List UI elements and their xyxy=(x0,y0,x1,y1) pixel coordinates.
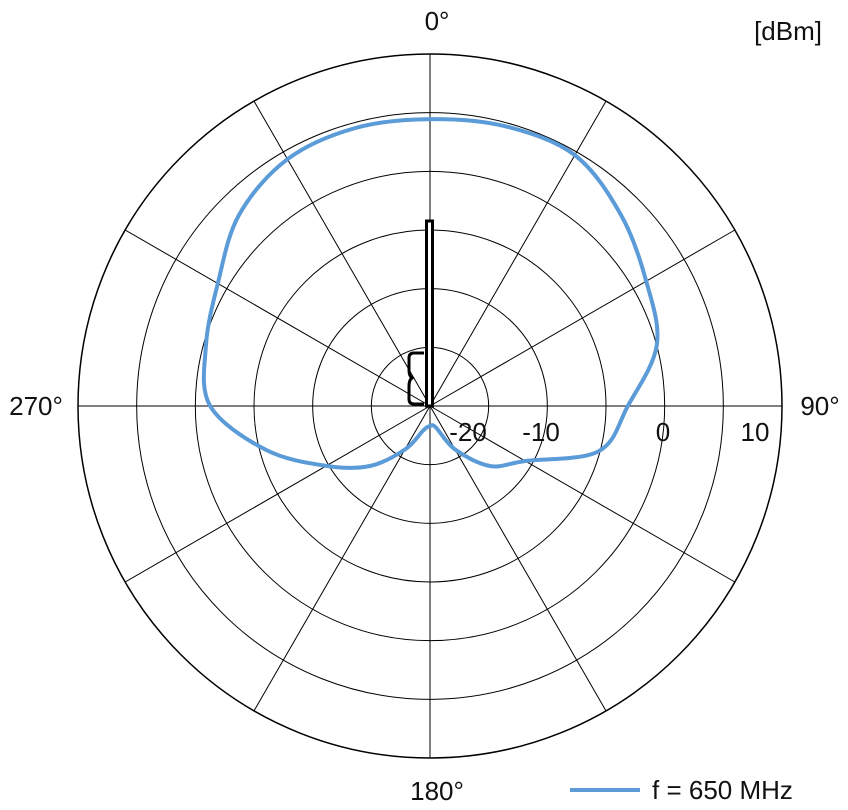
radial-tick-label: 0 xyxy=(656,417,670,447)
radial-tick-label: -20 xyxy=(449,417,487,447)
grid-spoke xyxy=(429,229,736,407)
radial-tick-labels: -20 -10 0 10 xyxy=(449,417,769,447)
angle-labels: 0° 90° 180° 270° xyxy=(9,6,840,806)
antenna-icon xyxy=(407,219,434,408)
grid-spoke xyxy=(429,405,607,712)
grid-spoke xyxy=(429,100,607,407)
grid-spoke xyxy=(429,405,736,583)
series-line xyxy=(201,117,660,470)
antenna-mast xyxy=(425,219,434,408)
angle-label-0: 0° xyxy=(425,6,450,36)
antenna-bracket xyxy=(407,351,424,406)
angle-label-180: 180° xyxy=(410,776,464,806)
series-layer xyxy=(201,117,660,470)
grid-spoke xyxy=(124,405,431,583)
unit-label: [dBm] xyxy=(754,16,822,46)
grid-spoke xyxy=(253,405,431,712)
radial-tick-label: 10 xyxy=(741,417,770,447)
legend-label: f = 650 MHz xyxy=(652,775,793,805)
angle-label-270: 270° xyxy=(9,391,63,421)
polar-grid xyxy=(77,53,783,759)
radial-tick-label: -10 xyxy=(522,417,560,447)
grid-spoke xyxy=(253,100,431,407)
legend: f = 650 MHz xyxy=(570,775,793,805)
angle-label-90: 90° xyxy=(800,391,839,421)
grid-spoke xyxy=(124,229,431,407)
